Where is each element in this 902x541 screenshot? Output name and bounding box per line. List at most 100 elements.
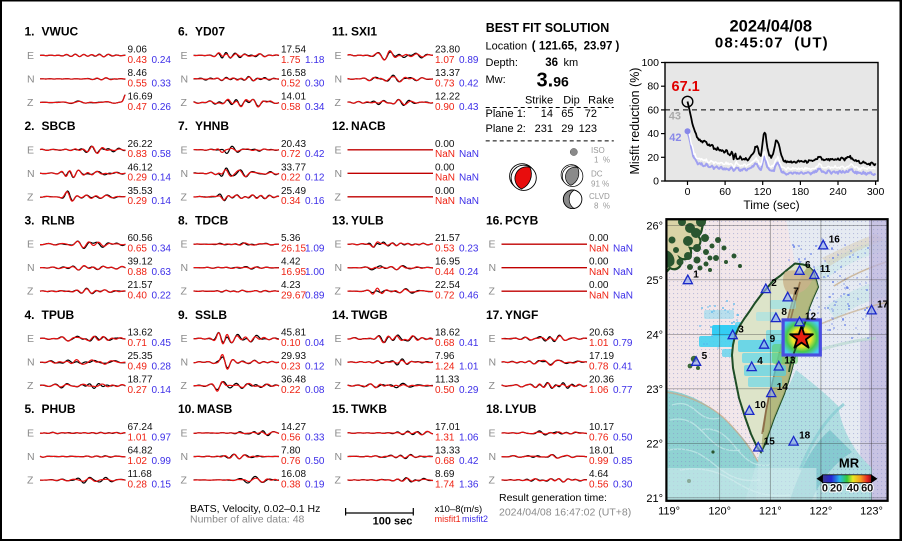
svg-text:14.27: 14.27: [281, 422, 306, 433]
svg-text:Z: Z: [489, 475, 496, 487]
svg-text:0.58: 0.58: [152, 149, 172, 160]
svg-text:PHUB: PHUB: [42, 402, 76, 416]
svg-text:0.27: 0.27: [128, 385, 148, 396]
svg-text:0.00: 0.00: [589, 257, 609, 268]
svg-text:24°: 24°: [646, 329, 663, 341]
svg-text:100 sec: 100 sec: [373, 516, 413, 528]
svg-text:0.12: 0.12: [305, 362, 325, 373]
svg-text:45.81: 45.81: [281, 328, 306, 339]
svg-text:Z: Z: [181, 97, 188, 109]
svg-text:2024/04/08 16:47:02 (UT+8): 2024/04/08 16:47:02 (UT+8): [499, 507, 631, 519]
svg-text:1.09: 1.09: [305, 244, 325, 255]
svg-text:Plane 1:: Plane 1:: [486, 108, 526, 120]
svg-text:NaN: NaN: [459, 196, 479, 207]
svg-text:11.: 11.: [332, 25, 348, 39]
svg-text:17.19: 17.19: [589, 351, 614, 362]
svg-text:0.41: 0.41: [459, 338, 479, 349]
svg-text:Z: Z: [335, 286, 342, 298]
svg-text:0.14: 0.14: [152, 173, 172, 184]
svg-text:25.35: 25.35: [128, 351, 153, 362]
svg-text:5.: 5.: [25, 402, 35, 416]
svg-text:0.33: 0.33: [152, 78, 172, 89]
svg-text:0.42: 0.42: [459, 456, 479, 467]
svg-text:Z: Z: [335, 97, 342, 109]
svg-text:0.79: 0.79: [613, 338, 633, 349]
svg-text:E: E: [27, 333, 34, 345]
svg-text:0.89: 0.89: [459, 55, 479, 66]
svg-text:11: 11: [820, 264, 831, 275]
svg-text:YD07: YD07: [195, 25, 225, 39]
svg-text:123°: 123°: [860, 506, 883, 518]
svg-text:80: 80: [647, 81, 659, 93]
svg-text:E: E: [335, 144, 342, 156]
svg-text:N: N: [27, 168, 35, 180]
svg-text:NaN: NaN: [459, 149, 479, 160]
svg-text:0.26: 0.26: [152, 102, 172, 113]
svg-text:231: 231: [535, 123, 553, 135]
svg-text:13.: 13.: [332, 213, 349, 227]
svg-text:25.49: 25.49: [281, 186, 306, 197]
svg-text:NACB: NACB: [351, 119, 386, 133]
svg-text:Z: Z: [335, 475, 342, 487]
svg-text:Z: Z: [181, 286, 188, 298]
svg-text:E: E: [181, 333, 188, 345]
svg-text:NaN: NaN: [613, 267, 633, 278]
svg-text:5.36: 5.36: [281, 233, 301, 244]
svg-text:PCYB: PCYB: [505, 213, 539, 227]
svg-text:22°: 22°: [646, 438, 663, 450]
svg-text:5: 5: [702, 351, 708, 362]
svg-text:13.37: 13.37: [435, 68, 460, 79]
svg-text:7.80: 7.80: [281, 446, 301, 457]
svg-text:N: N: [335, 451, 343, 463]
svg-text:0.72: 0.72: [435, 291, 455, 302]
svg-text:0.29: 0.29: [128, 196, 148, 207]
svg-text:0.50: 0.50: [613, 432, 633, 443]
svg-text:0.44: 0.44: [435, 267, 455, 278]
svg-text:Z: Z: [181, 191, 188, 203]
svg-text:0.34: 0.34: [305, 102, 325, 113]
svg-text:Rake: Rake: [588, 95, 614, 107]
svg-text:1.18: 1.18: [305, 55, 325, 66]
svg-text:15.: 15.: [332, 402, 349, 416]
svg-text:3.: 3.: [25, 213, 35, 227]
svg-text:0.90: 0.90: [435, 102, 455, 113]
svg-text:NaN: NaN: [613, 291, 633, 302]
svg-text:240: 240: [829, 186, 847, 198]
svg-text:CLVD: CLVD: [589, 192, 610, 201]
svg-text:0.34: 0.34: [281, 196, 301, 207]
svg-text:14.01: 14.01: [281, 91, 306, 102]
svg-text:1.01: 1.01: [589, 338, 609, 349]
svg-text:E: E: [335, 239, 342, 251]
svg-text:DC: DC: [591, 170, 603, 179]
svg-text:1.24: 1.24: [435, 362, 455, 373]
svg-text:3.96: 3.96: [537, 70, 569, 92]
svg-text:20: 20: [647, 152, 659, 164]
svg-text:9: 9: [770, 334, 776, 345]
svg-text:18.77: 18.77: [128, 375, 153, 386]
svg-text:YULB: YULB: [351, 213, 384, 227]
svg-text:12: 12: [805, 311, 817, 322]
svg-text:60: 60: [861, 483, 873, 495]
svg-text:YHNB: YHNB: [195, 119, 229, 133]
svg-text:4.: 4.: [25, 308, 35, 322]
svg-text:VWUC: VWUC: [42, 25, 79, 39]
svg-text:67.24: 67.24: [128, 422, 153, 433]
svg-text:0.71: 0.71: [128, 338, 148, 349]
svg-text:Z: Z: [27, 475, 34, 487]
svg-text:E: E: [27, 239, 34, 251]
svg-text:1.06: 1.06: [459, 432, 479, 443]
svg-text:35.53: 35.53: [128, 186, 153, 197]
svg-text:0.23: 0.23: [281, 362, 301, 373]
svg-text:SSLB: SSLB: [195, 308, 227, 322]
svg-text:0.83: 0.83: [128, 149, 148, 160]
svg-text:122°: 122°: [810, 506, 833, 518]
svg-text:0.08: 0.08: [305, 385, 325, 396]
svg-text:E: E: [181, 428, 188, 440]
svg-text:15: 15: [764, 437, 776, 448]
svg-text:( 121.65, 23.97 ): ( 121.65, 23.97 ): [532, 40, 620, 52]
svg-text:0.78: 0.78: [589, 362, 609, 373]
svg-text:Z: Z: [489, 380, 496, 392]
svg-text:20.43: 20.43: [281, 139, 306, 150]
svg-text:0.04: 0.04: [305, 338, 325, 349]
svg-text:0.53: 0.53: [435, 244, 455, 255]
